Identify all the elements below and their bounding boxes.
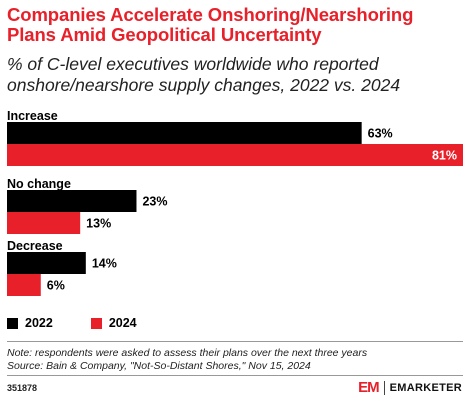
bar-2022-no-change: [7, 190, 137, 212]
legend-item-2024: 2024: [90, 316, 137, 330]
legend-swatch: [90, 317, 102, 329]
bar-2024-no-change: [7, 212, 81, 234]
source-text: Source: Bain & Company, "Not-So-Distant …: [7, 360, 311, 372]
bar-chart: Increase 63% 81% No change 23% 13% Decrease 14%…: [7, 109, 463, 296]
note-text: Note: respondents were asked to assess t…: [7, 347, 368, 359]
data-label: 6%: [47, 279, 65, 293]
legend-swatch: [7, 317, 18, 329]
category-label: Decrease: [7, 239, 63, 253]
brand-separator: [383, 380, 385, 395]
chart-id: 351878: [7, 383, 38, 393]
bar-2022-decrease: [7, 252, 86, 274]
divider: [7, 375, 463, 376]
legend-item-2022: 2022: [7, 316, 53, 330]
notes: Note: respondents were asked to assess t…: [7, 347, 463, 373]
bar-2022-increase: [7, 122, 362, 144]
chart-title: Companies Accelerate Onshoring/Nearshori…: [7, 4, 414, 45]
legend-label: 2024: [108, 316, 137, 330]
chart-subtitle: % of C-level executives worldwide who re…: [7, 54, 401, 95]
data-label: 63%: [368, 127, 393, 141]
divider: [7, 341, 463, 342]
emarketer-logo-icon: EM: [358, 379, 379, 396]
chart-legend: 2022 2024: [7, 316, 175, 330]
brand-logo: EM EMARKETER: [358, 379, 462, 396]
data-label: 81%: [432, 149, 457, 163]
bar-2024-decrease: [7, 274, 41, 296]
brand-name: EMARKETER: [389, 381, 462, 394]
bar-2024-increase: [7, 144, 463, 166]
data-label: 14%: [92, 257, 117, 271]
data-label: 23%: [142, 195, 167, 209]
data-label: 13%: [86, 217, 111, 231]
legend-label: 2022: [25, 316, 53, 330]
category-label: Increase: [7, 109, 58, 123]
category-label: No change: [7, 177, 71, 191]
